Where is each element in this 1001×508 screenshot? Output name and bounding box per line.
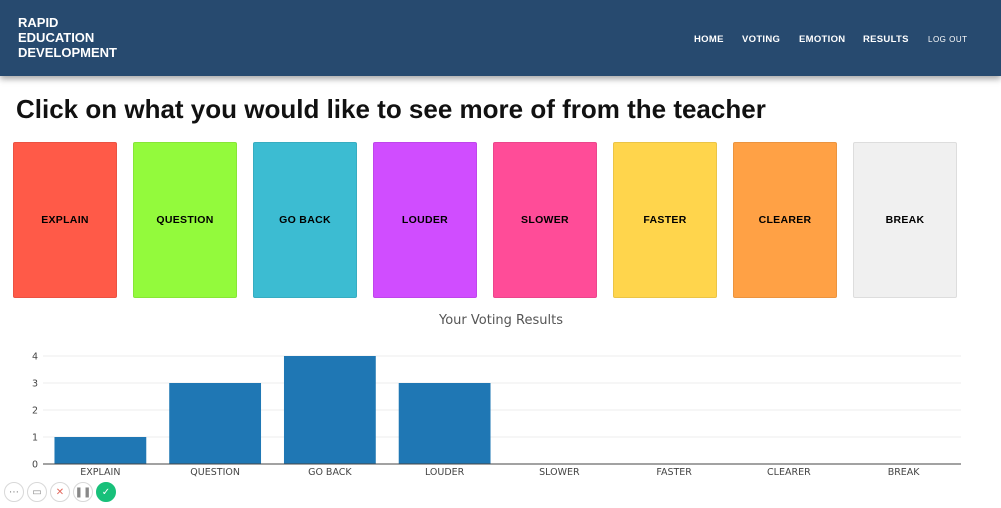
- y-tick-label: 2: [32, 406, 38, 417]
- vote-card-label: LOUDER: [401, 214, 449, 226]
- x-tick-label: QUESTION: [190, 467, 240, 478]
- nav-results-link[interactable]: RESULTS: [863, 34, 909, 45]
- x-tick-label: EXPLAIN: [80, 467, 120, 478]
- brand-logo[interactable]: RAPID EDUCATION DEVELOPMENT: [18, 15, 158, 60]
- bar-explain[interactable]: [54, 437, 147, 464]
- vote-card-label: GO BACK: [279, 214, 331, 226]
- vote-card-label: EXPLAIN: [41, 214, 89, 226]
- y-tick-label: 4: [32, 352, 38, 363]
- bar-question[interactable]: [169, 383, 262, 464]
- vote-card-slower[interactable]: SLOWER: [493, 142, 597, 298]
- y-tick-label: 3: [32, 379, 38, 390]
- nav-voting-link[interactable]: VOTING: [742, 34, 781, 45]
- bar-louder[interactable]: [398, 383, 491, 464]
- chart-bars: [54, 356, 491, 464]
- navbar: RAPID EDUCATION DEVELOPMENT HOME VOTING …: [0, 0, 1001, 76]
- x-tick-label: FASTER: [656, 467, 692, 478]
- x-tick-label: LOUDER: [425, 467, 465, 478]
- brand-line-2: EDUCATION: [18, 30, 95, 45]
- x-tick-label: SLOWER: [539, 467, 580, 478]
- y-axis-ticks: 0 1 2 3 4: [32, 352, 38, 471]
- more-options-icon[interactable]: ⋯: [4, 482, 24, 502]
- bar-go-back[interactable]: [283, 356, 376, 464]
- vote-card-question[interactable]: QUESTION: [133, 142, 237, 298]
- brand-line-1: RAPID: [18, 15, 59, 30]
- camera-icon[interactable]: ▭: [27, 482, 47, 502]
- voting-results-chart: Your Voting Results 0 1 2 3 4 EXPLAIN QUESTIO…: [32, 313, 961, 478]
- nav-menu: HOME VOTING EMOTION RESULTS LOG OUT: [0, 34, 1001, 46]
- x-axis-ticks: EXPLAIN QUESTION GO BACK LOUDER SLOWER FASTER…: [80, 467, 920, 478]
- vote-card-label: CLEARER: [758, 214, 812, 226]
- close-icon[interactable]: ✕: [50, 482, 70, 502]
- y-tick-label: 1: [32, 433, 38, 444]
- vote-card-break[interactable]: BREAK: [853, 142, 957, 298]
- vote-card-explain[interactable]: EXPLAIN: [13, 142, 117, 298]
- x-tick-label: CLEARER: [767, 467, 811, 478]
- vote-card-label: FASTER: [643, 214, 687, 226]
- x-tick-label: BREAK: [888, 467, 921, 478]
- vote-card-label: BREAK: [885, 214, 925, 226]
- vote-card-louder[interactable]: LOUDER: [373, 142, 477, 298]
- x-tick-label: GO BACK: [308, 467, 352, 478]
- y-tick-label: 0: [32, 460, 38, 471]
- vote-card-go-back[interactable]: GO BACK: [253, 142, 357, 298]
- vote-card-label: QUESTION: [156, 214, 214, 226]
- vote-cards: EXPLAIN QUESTION GO BACK LOUDER SLOWER F…: [13, 142, 973, 298]
- nav-home-link[interactable]: HOME: [694, 34, 724, 45]
- vote-card-clearer[interactable]: CLEARER: [733, 142, 837, 298]
- page-title: Click on what you would like to see more…: [16, 94, 766, 124]
- nav-emotion-link[interactable]: EMOTION: [799, 34, 846, 45]
- chart-title: Your Voting Results: [438, 313, 563, 328]
- vote-card-label: SLOWER: [521, 214, 569, 226]
- brand-line-3: DEVELOPMENT: [18, 45, 117, 60]
- pause-icon[interactable]: ❚❚: [73, 482, 93, 502]
- vote-card-faster[interactable]: FASTER: [613, 142, 717, 298]
- nav-logout-link[interactable]: LOG OUT: [928, 35, 968, 44]
- recording-toolbar: ⋯ ▭ ✕ ❚❚ ✓: [4, 482, 124, 504]
- check-icon[interactable]: ✓: [96, 482, 116, 502]
